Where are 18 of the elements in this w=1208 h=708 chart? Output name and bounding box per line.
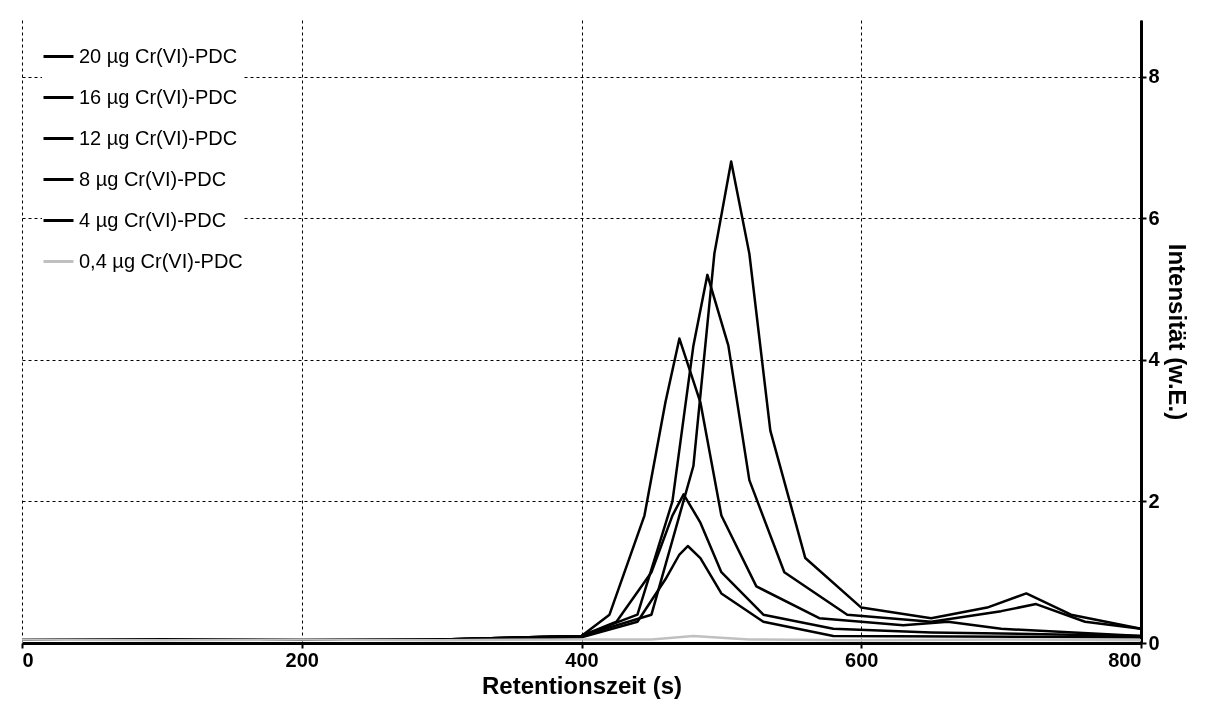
y-tick-label: 6 — [1148, 206, 1160, 229]
y-tick-label: 2 — [1148, 489, 1160, 512]
x-axis-title: Retentionszeit (s) — [481, 671, 683, 699]
legend-label: 8 µg Cr(VI)-PDC — [79, 167, 227, 190]
y-tick-label: 4 — [1148, 348, 1161, 371]
legend-label: 20 µg Cr(VI)-PDC — [79, 44, 238, 67]
y-tick-label: 8 — [1148, 65, 1160, 88]
x-tick-label: 0 — [22, 648, 34, 671]
x-tick-label: 600 — [845, 648, 879, 671]
y-axis-title: Intensität (w.E.) — [1163, 243, 1191, 421]
legend-label: 4 µg Cr(VI)-PDC — [79, 208, 227, 231]
legend-label: 12 µg Cr(VI)-PDC — [79, 126, 238, 149]
x-tick-label: 400 — [565, 648, 599, 671]
y-tick-label: 0 — [1148, 631, 1160, 654]
legend-label: 16 µg Cr(VI)-PDC — [79, 85, 238, 108]
legend-label: 0,4 µg Cr(VI)-PDC — [79, 249, 243, 272]
x-tick-label: 200 — [285, 648, 319, 671]
x-tick-label: 800 — [1108, 648, 1142, 671]
